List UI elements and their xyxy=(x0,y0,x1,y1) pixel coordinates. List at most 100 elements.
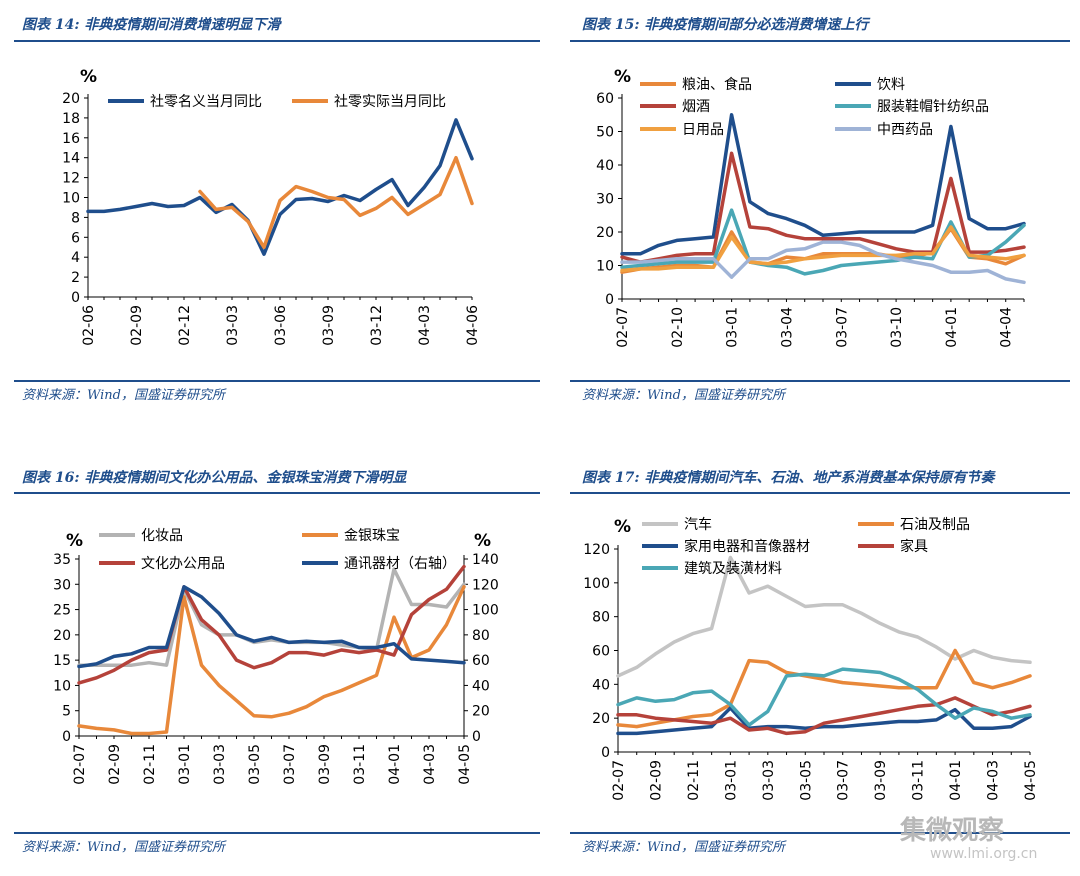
chart-2-x-tick-label: 04-01 xyxy=(387,744,403,785)
chart-2-legend-label: 金银珠宝 xyxy=(344,528,400,544)
chart-1-series-line xyxy=(620,151,1026,264)
chart-1-y-tick-label: 40 xyxy=(596,158,614,174)
chart-1-y-tick-label: 60 xyxy=(596,91,614,107)
chart-0-y-tick-label: 8 xyxy=(71,210,80,226)
chart-1-legend-label: 粮油、食品 xyxy=(682,76,752,93)
chart-2-y2-tick-label: 0 xyxy=(472,729,481,745)
chart-17-source: 资料来源：Wind，国盛证券研究所 xyxy=(582,840,785,855)
chart-0-x-tick-label: 04-03 xyxy=(417,305,433,346)
chart-1-legend-label: 服装鞋帽针纺织品 xyxy=(877,99,989,115)
chart-2-legend-label: 通讯器材（右轴） xyxy=(344,556,456,572)
chart-2-y2-tick-label: 60 xyxy=(472,653,490,669)
chart-1-y-tick-label: 20 xyxy=(596,225,614,241)
watermark-logo: 集微观察 xyxy=(900,816,1005,846)
chart-3-legend-label: 汽车 xyxy=(684,516,712,533)
chart-1-y-tick-label: 50 xyxy=(596,125,614,141)
chart-0-x-tick-label: 03-03 xyxy=(225,305,241,346)
chart-0-y-tick-label: 14 xyxy=(62,151,80,167)
chart-3-legend-label: 石油及制品 xyxy=(900,517,970,533)
chart-1-legend-label: 饮料 xyxy=(877,77,905,93)
chart-1-y-tick-label: 30 xyxy=(596,192,614,208)
chart-2-y2-tick-label: 120 xyxy=(472,577,499,593)
chart-3-x-tick-label: 03-09 xyxy=(873,760,889,801)
chart-1-y-tick-label: 0 xyxy=(605,292,614,308)
chart-3-x-tick-label: 03-05 xyxy=(798,760,814,801)
chart-14-source: 资料来源：Wind，国盛证券研究所 xyxy=(22,388,225,403)
chart-17-title-rule xyxy=(570,492,1070,494)
chart-3-y-tick-label: 40 xyxy=(592,677,610,693)
chart-3-x-tick-label: 03-07 xyxy=(836,760,852,801)
chart-1-legend-label: 中西药品 xyxy=(877,122,933,138)
chart-1-y-tick-label: 10 xyxy=(596,259,614,275)
chart-0-x-tick-label: 03-12 xyxy=(369,305,385,346)
chart-2-y-tick-label: 20 xyxy=(53,628,71,644)
chart-3-x-tick-label: 02-07 xyxy=(611,760,627,801)
chart-0-y-tick-label: 2 xyxy=(71,270,80,286)
chart-2-x-tick-label: 03-09 xyxy=(317,744,333,785)
chart-1-x-tick-label: 04-01 xyxy=(944,307,960,348)
chart-2-x-tick-label: 03-07 xyxy=(282,744,298,785)
chart-2-y-tick-label: 25 xyxy=(53,603,71,619)
chart-0-y-tick-label: 10 xyxy=(62,191,80,207)
chart-3-legend-label: 家用电器和音像器材 xyxy=(684,538,810,555)
chart-16-source-rule xyxy=(14,832,540,834)
chart-0-y-tick-label: 12 xyxy=(62,171,80,187)
chart-3-y-tick-label: 20 xyxy=(592,711,610,727)
chart-1-x-tick-label: 04-04 xyxy=(999,307,1015,348)
chart-3-y-tick-label: 0 xyxy=(601,745,610,761)
chart-0-x-tick-label: 02-12 xyxy=(177,305,193,346)
chart-2-y-tick-label: 30 xyxy=(53,577,71,593)
chart-0-x-tick-label: 02-09 xyxy=(129,305,145,346)
chart-2-x-tick-label: 03-01 xyxy=(177,744,193,785)
chart-1-series-line xyxy=(620,113,1026,256)
chart-0-y-tick-label: 16 xyxy=(62,131,80,147)
chart-1-x-tick-label: 03-07 xyxy=(834,307,850,348)
chart-3-y-tick-label: 60 xyxy=(592,644,610,660)
chart-1-x-tick-label: 02-10 xyxy=(670,307,686,348)
chart-2-x-tick-label: 03-11 xyxy=(352,744,368,785)
chart-3-series-line xyxy=(616,667,1032,727)
chart-0-y-tick-label: 0 xyxy=(71,290,80,306)
chart-2-y2-unit: % xyxy=(474,531,491,551)
chart-0-y-unit: % xyxy=(80,67,97,87)
chart-2-y2-tick-label: 20 xyxy=(472,704,490,720)
chart-3-y-tick-label: 100 xyxy=(583,576,610,592)
chart-3-x-tick-label: 04-05 xyxy=(1023,760,1039,801)
chart-2-series-line xyxy=(77,585,466,736)
chart-3-x-tick-label: 04-01 xyxy=(948,760,964,801)
chart-2-x-tick-label: 04-05 xyxy=(457,744,473,785)
chart-2-series-line xyxy=(77,567,466,667)
chart-3-y-unit: % xyxy=(614,517,631,537)
chart-3-x-tick-label: 03-03 xyxy=(761,760,777,801)
chart-0-series-line xyxy=(198,155,474,250)
chart-0-legend-label: 社零名义当月同比 xyxy=(150,94,262,110)
chart-2-y-tick-label: 15 xyxy=(53,653,71,669)
chart-16-title: 图表 16: 非典疫情期间文化办公用品、金银珠宝消费下滑明显 xyxy=(22,470,407,486)
chart-1-legend-label: 日用品 xyxy=(682,122,724,138)
chart-1-x-tick-label: 02-07 xyxy=(615,307,631,348)
chart-17-source-rule xyxy=(570,832,1070,834)
chart-0-x-tick-label: 04-06 xyxy=(465,305,481,346)
chart-15-source: 资料来源：Wind，国盛证券研究所 xyxy=(582,388,785,403)
chart-2-x-tick-label: 03-05 xyxy=(247,744,263,785)
chart-3-x-tick-label: 03-01 xyxy=(723,760,739,801)
watermark-url: www.lmi.org.cn xyxy=(930,846,1038,862)
chart-16-title-rule xyxy=(14,492,540,494)
chart-2-legend-label: 化妆品 xyxy=(141,528,183,544)
chart-2-y-tick-label: 5 xyxy=(62,704,71,720)
chart-15-title-rule xyxy=(570,40,1070,42)
chart-1-x-tick-label: 03-10 xyxy=(889,307,905,348)
chart-0-x-tick-label: 03-09 xyxy=(321,305,337,346)
chart-1-x-tick-label: 03-01 xyxy=(725,307,741,348)
chart-1-series-line xyxy=(620,240,1026,285)
chart-2-y2-tick-label: 40 xyxy=(472,678,490,694)
chart-17-title: 图表 17: 非典疫情期间汽车、石油、地产系消费基本保持原有节奏 xyxy=(582,470,995,486)
chart-2-series-line xyxy=(77,564,466,685)
chart-2-y2-tick-label: 80 xyxy=(472,628,490,644)
chart-2-y-tick-label: 0 xyxy=(62,729,71,745)
chart-2-x-tick-label: 02-07 xyxy=(72,744,88,785)
chart-2-y-tick-label: 35 xyxy=(53,552,71,568)
chart-3-series-line xyxy=(616,648,1032,729)
chart-1-y-unit: % xyxy=(614,67,631,87)
